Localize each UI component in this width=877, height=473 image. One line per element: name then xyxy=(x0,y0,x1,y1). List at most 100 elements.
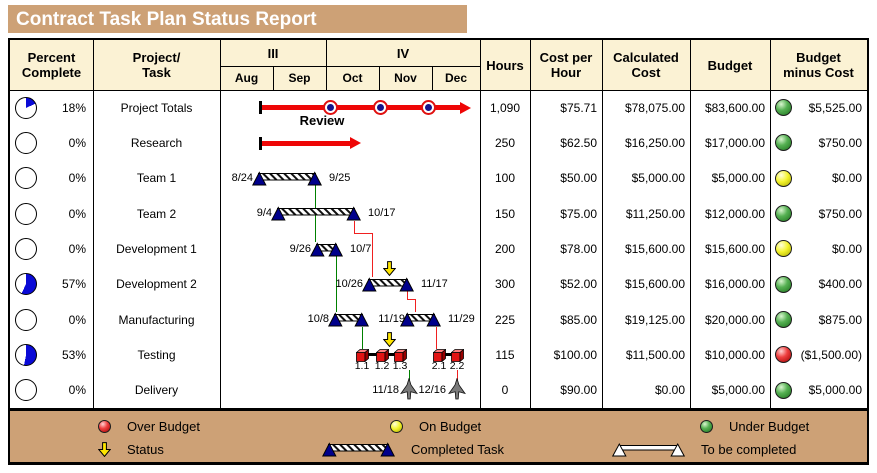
gantt-timeline-cell: 8/24 9/25 xyxy=(220,161,480,196)
status-ball-icon[interactable] xyxy=(775,205,792,223)
cell-calculated-cost: $16,250.00 xyxy=(624,135,685,150)
bar-completed-icon xyxy=(322,441,395,457)
header-project-task-label: Project/ Task xyxy=(132,50,181,80)
milestone-icon[interactable] xyxy=(322,100,338,116)
cell-hours: 200 xyxy=(494,241,516,256)
date-label: 12/16 xyxy=(418,383,446,396)
summary-bar-line xyxy=(262,140,350,146)
percent-pie-icon[interactable] xyxy=(15,131,37,154)
cell-budget: $10,000.00 xyxy=(704,347,765,362)
percent-pie-icon[interactable] xyxy=(15,308,37,331)
cell-percent-complete: 57% xyxy=(10,267,93,302)
cell-budget: $12,000.00 xyxy=(704,206,765,221)
percent-pie-icon[interactable] xyxy=(15,379,37,402)
percent-label: 0% xyxy=(68,312,86,327)
milestone-number-label: 2.1 xyxy=(431,359,447,372)
test-milestone-cube-icon[interactable] xyxy=(354,348,370,363)
cell-budget-minus-cost: $0.00 xyxy=(770,231,867,266)
legend-row: Over Budget On Budget Under Budget xyxy=(10,415,867,437)
status-ball-icon[interactable] xyxy=(775,240,792,258)
header-percent-complete-label: Percent Complete xyxy=(21,50,82,80)
cell-task-name: Team 2 xyxy=(93,196,220,231)
percent-pie-icon[interactable] xyxy=(15,96,37,119)
test-milestone-cube-icon[interactable] xyxy=(449,348,465,363)
milestone-icon[interactable] xyxy=(420,100,436,116)
header-project-task: Project/ Task xyxy=(93,40,220,90)
header-quarter-4: IV xyxy=(396,45,410,61)
percent-label: 18% xyxy=(61,100,86,115)
cell-task-name: Team 1 xyxy=(93,161,220,196)
status-ball-icon[interactable] xyxy=(775,381,792,399)
delivery-rocket-icon[interactable] xyxy=(400,377,418,400)
status-ball-icon[interactable] xyxy=(775,169,792,187)
task-name-label: Delivery xyxy=(134,383,179,398)
status-ball-icon[interactable] xyxy=(775,134,792,152)
budget-minus-cost-label: $875.00 xyxy=(818,312,862,327)
percent-pie-icon[interactable] xyxy=(15,273,37,296)
cell-budget-minus-cost: $5,000.00 xyxy=(770,373,867,408)
grid-line xyxy=(326,66,328,90)
percent-pie-icon[interactable] xyxy=(15,237,37,260)
summary-bar-arrowhead-icon xyxy=(350,137,361,150)
percent-label: 0% xyxy=(68,171,86,186)
status-ball-icon[interactable] xyxy=(775,99,792,117)
header-month-dec: Dec xyxy=(444,71,467,85)
grid-line xyxy=(379,66,381,90)
grid-line xyxy=(690,40,692,408)
summary-bar[interactable] xyxy=(262,125,362,160)
task-name-label: Development 1 xyxy=(116,241,197,256)
legend: Over Budget On Budget Under Budget Status C… xyxy=(8,411,869,465)
cell-hours: 100 xyxy=(494,171,516,186)
status-ball-icon[interactable] xyxy=(775,275,792,293)
cell-budget-minus-cost: ($1,500.00) xyxy=(770,337,867,372)
cell-hours: 150 xyxy=(494,206,516,221)
cell-budget-minus-cost: $5,525.00 xyxy=(770,90,867,125)
cell-task-name: Testing xyxy=(93,337,220,372)
budget-minus-cost-label: $0.00 xyxy=(831,171,862,186)
header-month-nov: Nov xyxy=(394,71,417,85)
table-header-background xyxy=(10,40,867,90)
grid-line xyxy=(770,40,772,408)
milestone-icon[interactable] xyxy=(372,100,388,116)
cell-cost-per-hour: $50.00 xyxy=(560,171,597,186)
status-arrow-icon xyxy=(98,441,111,457)
date-label: 10/8 xyxy=(307,313,329,326)
task-bar[interactable] xyxy=(270,206,362,221)
delivery-rocket-icon[interactable] xyxy=(448,377,466,400)
status-ball-icon[interactable] xyxy=(775,346,792,364)
cell-budget: $83,600.00 xyxy=(704,100,765,115)
percent-pie-icon[interactable] xyxy=(15,343,37,366)
table-row: 0% Team 2 9/4 10/17 150 $75.00 $11,250.00 $12,0… xyxy=(10,196,867,231)
status-arrow-icon[interactable] xyxy=(382,261,396,277)
task-bar[interactable] xyxy=(361,277,415,292)
test-milestone-cube-icon[interactable] xyxy=(374,348,390,363)
header-month-oct: Oct xyxy=(342,71,363,85)
cell-task-name: Manufacturing xyxy=(93,302,220,337)
legend-row: Status Completed Task To be completed xyxy=(10,438,867,460)
ball-red-icon xyxy=(98,419,111,433)
budget-minus-cost-label: ($1,500.00) xyxy=(800,347,862,362)
legend-label: Over Budget xyxy=(127,418,200,434)
percent-pie-icon[interactable] xyxy=(15,202,37,225)
task-bar[interactable] xyxy=(327,312,370,327)
cell-percent-complete: 18% xyxy=(10,90,93,125)
cell-calculated-cost: $15,600.00 xyxy=(624,277,685,292)
gantt-timeline-cell xyxy=(220,125,480,160)
test-milestone-cube-icon[interactable] xyxy=(392,348,408,363)
status-arrow-icon[interactable] xyxy=(382,332,396,348)
task-bar[interactable] xyxy=(251,171,323,186)
header-budget-minus-cost: Budget minus Cost xyxy=(783,50,854,80)
milestone-number-label: 1.2 xyxy=(374,359,390,372)
budget-minus-cost-label: $5,525.00 xyxy=(808,100,862,115)
task-bar[interactable] xyxy=(399,312,442,327)
cell-calculated-cost: $78,075.00 xyxy=(624,100,685,115)
task-bar[interactable] xyxy=(309,241,344,257)
percent-label: 53% xyxy=(61,347,86,362)
legend-label: Completed Task xyxy=(411,441,504,457)
status-ball-icon[interactable] xyxy=(775,311,792,329)
test-milestone-cube-icon[interactable] xyxy=(431,348,447,363)
percent-pie-icon[interactable] xyxy=(15,167,37,190)
cell-hours: 1,090 xyxy=(489,100,521,115)
summary-bar[interactable] xyxy=(262,90,472,125)
date-label: 10/7 xyxy=(350,242,372,255)
